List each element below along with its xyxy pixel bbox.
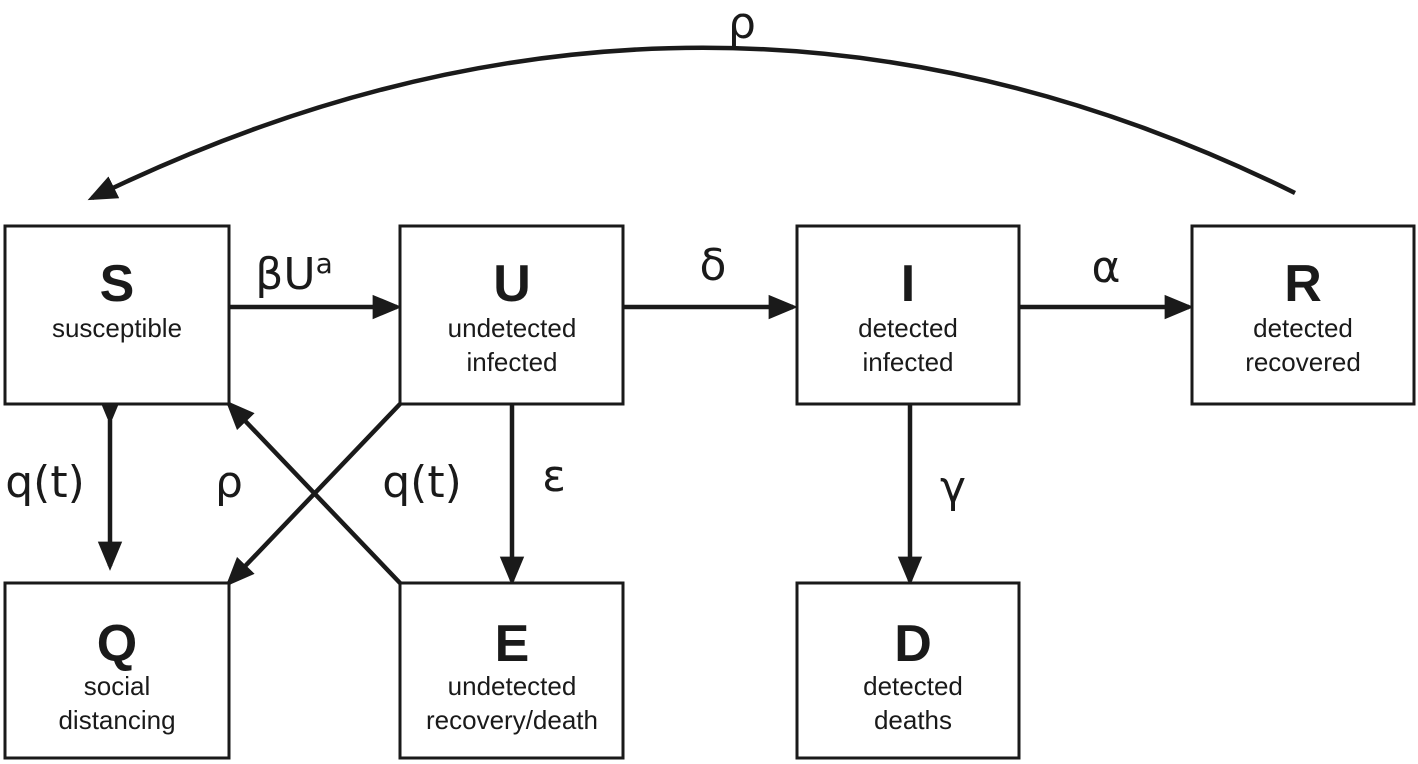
compartment-r-box: [1190, 224, 1416, 406]
compartment-r-letter: R: [1284, 255, 1322, 313]
rate-label-i-to-d: γ: [940, 462, 966, 513]
compartment-e: E undetected recovery/death: [398, 581, 625, 760]
compartment-r-desc-2: recovered: [1245, 347, 1361, 377]
compartment-i-box: [795, 224, 1021, 406]
compartment-u-desc-1: undetected: [448, 313, 577, 343]
compartment-u-box: [398, 224, 625, 406]
edge-u-to-q: [225, 402, 402, 587]
compartment-e-box: [398, 581, 625, 760]
compartment-i-desc-1: detected: [858, 313, 958, 343]
compartment-i-letter: I: [901, 255, 915, 313]
compartment-s-letter: S: [100, 255, 135, 313]
compartment-q-box: [3, 581, 231, 760]
compartment-s: S susceptible: [3, 224, 231, 406]
rate-label-e-to-s: ρ: [215, 457, 243, 508]
rate-label-s-to-u-exponent: a: [316, 247, 333, 280]
compartment-d-letter: D: [894, 615, 932, 673]
rate-label-u-to-q: q(t): [382, 457, 462, 508]
compartment-q: Q social distancing: [3, 581, 231, 760]
rate-label-r-to-s: ρ: [728, 0, 756, 49]
compartment-i-desc-2: infected: [862, 347, 953, 377]
rate-label-s-to-u-base: βU: [255, 249, 315, 300]
compartment-d-box: [795, 581, 1021, 760]
compartment-u-letter: U: [493, 255, 531, 313]
compartment-s-desc-1: susceptible: [52, 313, 182, 343]
compartment-r: R detected recovered: [1190, 224, 1416, 406]
compartment-d-desc-1: detected: [863, 671, 963, 701]
compartment-e-desc-2: recovery/death: [426, 705, 598, 735]
rate-label-s-q: q(t): [5, 457, 85, 508]
compartment-r-desc-1: detected: [1253, 313, 1353, 343]
rate-label-u-to-i: δ: [700, 240, 727, 291]
rate-label-s-to-u: βUa: [255, 247, 332, 300]
compartment-q-letter: Q: [97, 615, 137, 673]
compartment-q-desc-1: social: [84, 671, 150, 701]
compartment-u-desc-2: infected: [466, 347, 557, 377]
rate-label-i-to-r: α: [1091, 242, 1120, 293]
compartment-q-desc-2: distancing: [58, 705, 175, 735]
compartment-e-desc-1: undetected: [448, 671, 577, 701]
edge-r-to-s: [87, 45, 1296, 201]
compartment-u: U undetected infected: [398, 224, 625, 406]
rate-label-u-to-e: ε: [542, 451, 566, 502]
compartment-s-box: [3, 224, 231, 406]
compartment-d: D detected deaths: [795, 581, 1021, 760]
compartment-i: I detected infected: [795, 224, 1021, 406]
compartment-d-desc-2: deaths: [874, 705, 952, 735]
compartment-e-letter: E: [495, 615, 530, 673]
